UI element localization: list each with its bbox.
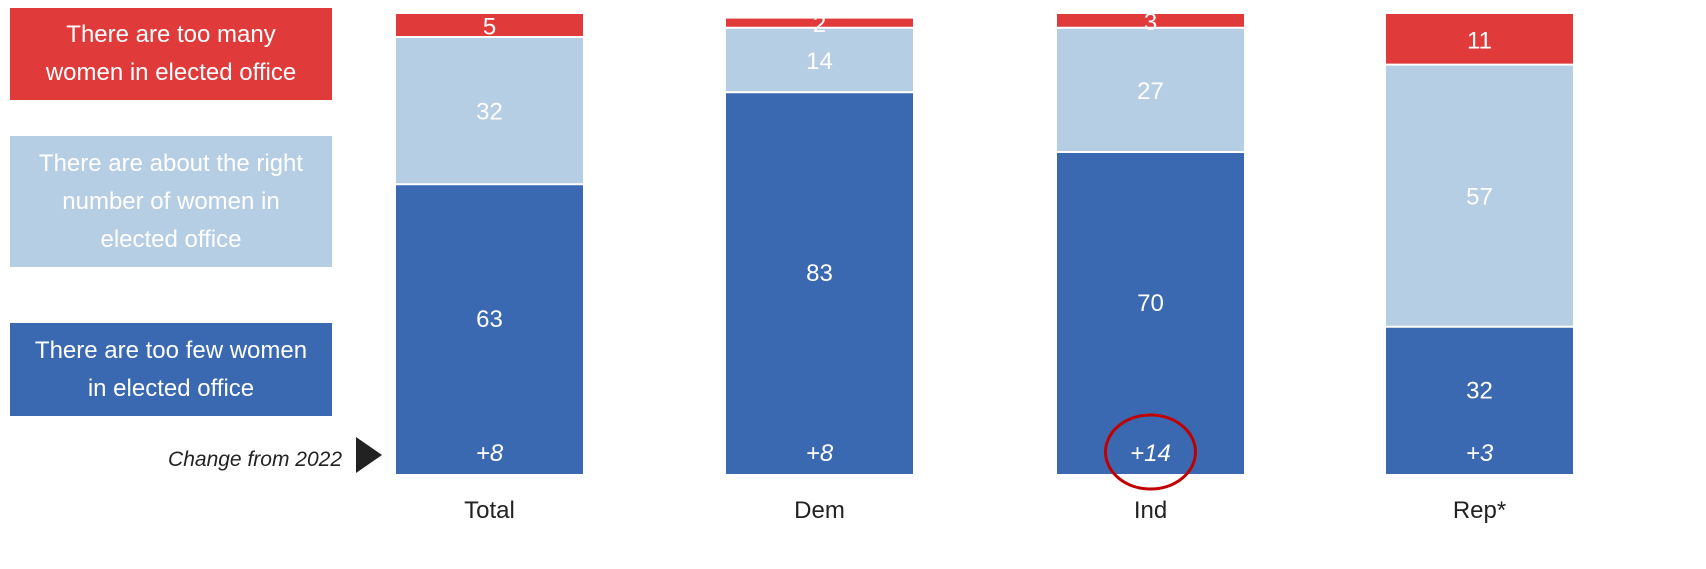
bar-dem-too-many (726, 18, 913, 28)
data-label-total-about-right: 32 (476, 99, 503, 126)
x-tick-label-ind: Ind (1134, 497, 1167, 524)
change-from-2022-label: Change from 2022 (168, 448, 342, 471)
data-label-rep-too-many: 11 (1467, 27, 1492, 54)
bar-rep-about-right (1386, 64, 1573, 327)
bar-rep-too-few (1386, 326, 1573, 474)
bar-dem-about-right (726, 27, 913, 93)
bar-dem-too-few (726, 92, 913, 474)
change-label-dem: +8 (806, 440, 834, 467)
change-label-ind: +14 (1130, 440, 1171, 467)
highlight-circle (1104, 413, 1197, 491)
change-label-total: +8 (476, 440, 504, 467)
data-label-dem-too-many: 2 (813, 11, 826, 38)
data-label-rep-too-few: 32 (1466, 377, 1493, 404)
legend-too-many: There are too many women in elected offi… (10, 8, 332, 100)
data-label-ind-too-many: 3 (1144, 9, 1157, 36)
legend-about-right: There are about the right number of wome… (10, 136, 332, 267)
legend-too-few-label: There are too few women in elected offic… (34, 336, 308, 402)
x-tick-label-dem: Dem (794, 497, 845, 524)
bar-ind-too-many (1057, 14, 1244, 28)
data-label-dem-about-right: 14 (806, 48, 833, 75)
data-label-dem-too-few: 83 (806, 260, 833, 287)
data-label-total-too-many: 5 (483, 14, 496, 41)
data-label-rep-about-right: 57 (1466, 184, 1493, 211)
data-label-total-too-few: 63 (476, 306, 503, 333)
bar-total-too-many (396, 14, 583, 37)
legend-too-many-label: There are too many women in elected offi… (45, 21, 297, 86)
bar-rep-too-many (1386, 14, 1573, 65)
bar-total-too-few (396, 184, 583, 474)
change-label-rep: +3 (1466, 440, 1494, 467)
bar-ind-about-right (1057, 27, 1244, 152)
bar-ind-too-few (1057, 152, 1244, 474)
arrow-right-icon (356, 437, 382, 473)
data-label-ind-too-few: 70 (1137, 290, 1164, 317)
x-tick-label-total: Total (464, 497, 515, 524)
bar-total-about-right (396, 37, 583, 185)
legend-too-few: There are too few women in elected offic… (10, 323, 332, 416)
x-tick-label-rep: Rep* (1453, 497, 1506, 524)
data-label-ind-about-right: 27 (1137, 78, 1164, 105)
legend-about-right-label: There are about the right number of wome… (38, 149, 304, 253)
